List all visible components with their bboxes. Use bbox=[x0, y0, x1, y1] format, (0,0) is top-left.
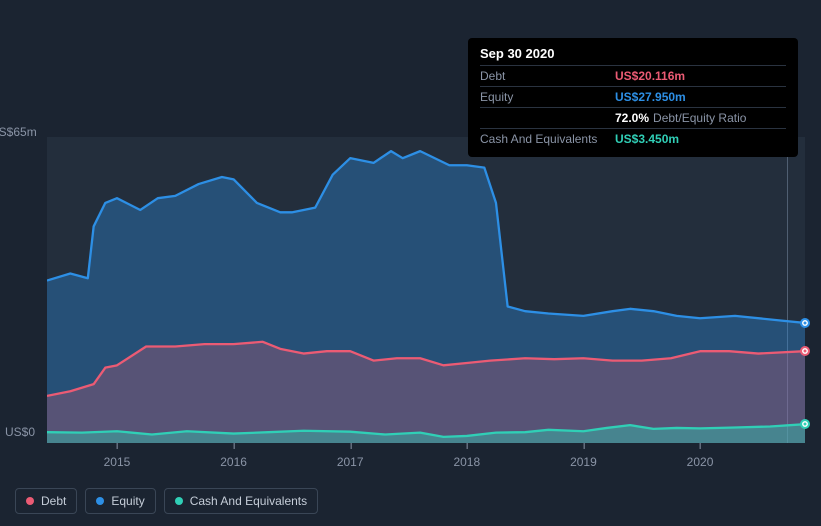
plot-area[interactable] bbox=[47, 137, 805, 443]
x-tick: 2018 bbox=[453, 455, 480, 469]
chart-wrapper: US$65m US$0 201520162017201820192020 bbox=[15, 125, 805, 465]
y-axis-label-min: US$0 bbox=[0, 425, 35, 439]
x-tick: 2015 bbox=[104, 455, 131, 469]
tooltip-row: Cash And EquivalentsUS$3.450m bbox=[480, 128, 786, 149]
legend-label: Cash And Equivalents bbox=[190, 494, 307, 508]
marker-equity bbox=[800, 318, 810, 328]
tooltip-date: Sep 30 2020 bbox=[480, 46, 786, 61]
tooltip-row-value: 72.0% bbox=[615, 111, 649, 125]
tooltip-row: EquityUS$27.950m bbox=[480, 86, 786, 107]
legend-dot-icon bbox=[26, 497, 34, 505]
legend-label: Equity bbox=[111, 494, 144, 508]
tooltip-row: DebtUS$20.116m bbox=[480, 65, 786, 86]
tooltip-row-label: Cash And Equivalents bbox=[480, 132, 615, 146]
hover-tooltip: Sep 30 2020 DebtUS$20.116mEquityUS$27.95… bbox=[468, 38, 798, 157]
x-tick: 2019 bbox=[570, 455, 597, 469]
legend-item-cash-and-equivalents[interactable]: Cash And Equivalents bbox=[164, 488, 318, 514]
x-tick: 2016 bbox=[220, 455, 247, 469]
legend-item-debt[interactable]: Debt bbox=[15, 488, 77, 514]
legend-dot-icon bbox=[175, 497, 183, 505]
chart-container: Sep 30 2020 DebtUS$20.116mEquityUS$27.95… bbox=[0, 0, 821, 526]
x-tick: 2020 bbox=[687, 455, 714, 469]
chart-legend: Debt Equity Cash And Equivalents bbox=[15, 488, 318, 514]
tooltip-row: 72.0% Debt/Equity Ratio bbox=[480, 107, 786, 128]
y-axis-label-max: US$65m bbox=[0, 125, 35, 139]
tooltip-row-value: US$3.450m bbox=[615, 132, 679, 146]
x-tick: 2017 bbox=[337, 455, 364, 469]
marker-cash-and-equivalents bbox=[800, 419, 810, 429]
tooltip-row-suffix: Debt/Equity Ratio bbox=[653, 111, 746, 125]
tooltip-row-value: US$20.116m bbox=[615, 69, 685, 83]
marker-debt bbox=[800, 346, 810, 356]
tooltip-row-value: US$27.950m bbox=[615, 90, 686, 104]
legend-item-equity[interactable]: Equity bbox=[85, 488, 155, 514]
tooltip-row-label: Debt bbox=[480, 69, 615, 83]
tooltip-row-label: Equity bbox=[480, 90, 615, 104]
legend-label: Debt bbox=[41, 494, 66, 508]
legend-dot-icon bbox=[96, 497, 104, 505]
x-axis: 2015 2016 2017 2018 2019 2020 bbox=[47, 443, 805, 473]
tooltip-row-label bbox=[480, 111, 615, 125]
